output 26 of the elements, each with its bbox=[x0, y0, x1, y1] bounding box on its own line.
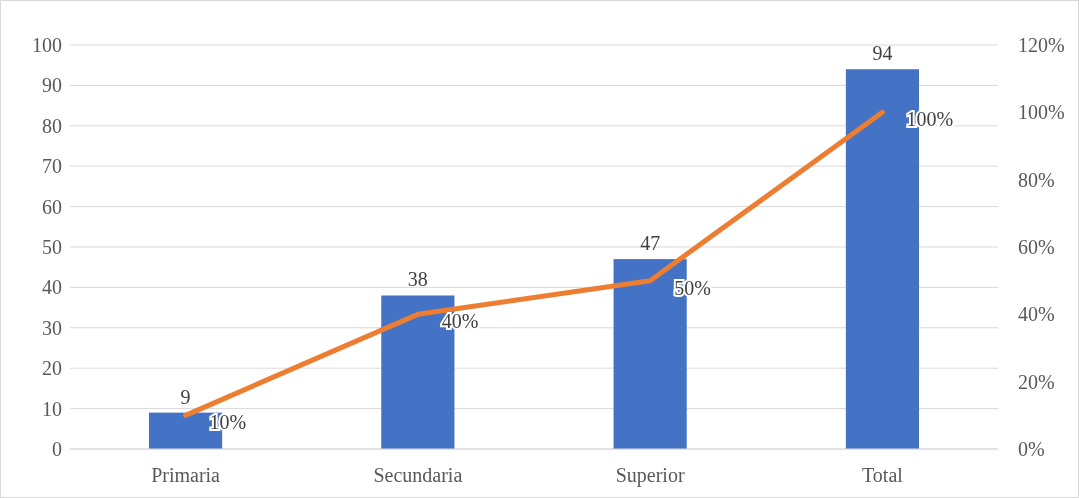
data-label: 47 bbox=[640, 232, 661, 255]
y-tick-label: 20 bbox=[42, 357, 62, 380]
y-tick-label: 70 bbox=[42, 155, 62, 178]
y2-tick-label: 20% bbox=[1018, 370, 1055, 393]
x-tick-label: Superior bbox=[615, 464, 685, 487]
y2-tick-label: 120% bbox=[1018, 34, 1065, 56]
y-tick-label: 100 bbox=[32, 34, 62, 56]
data-label: 94 bbox=[872, 42, 893, 65]
y-tick-label: 80 bbox=[42, 114, 62, 137]
data-label: 38 bbox=[407, 268, 428, 291]
y-tick-label: 0 bbox=[52, 438, 62, 460]
y-tick-label: 40 bbox=[42, 276, 62, 299]
y2-tick-label: 80% bbox=[1018, 168, 1055, 191]
data-label: 9 bbox=[180, 385, 191, 408]
y2-tick-label: 100% bbox=[1018, 101, 1065, 124]
y2-tick-label: 60% bbox=[1018, 236, 1055, 258]
y-tick-label: 30 bbox=[42, 316, 62, 339]
y2-tick-label: 40% bbox=[1018, 303, 1055, 326]
y-tick-label: 60 bbox=[42, 195, 62, 218]
x-tick-label: Primaria bbox=[151, 464, 221, 486]
y-tick-label: 10 bbox=[42, 397, 62, 420]
y2-tick-label: 0% bbox=[1018, 438, 1045, 460]
x-tick-label: Secundaria bbox=[373, 464, 463, 486]
x-tick-label: Total bbox=[862, 464, 904, 486]
y-tick-label: 50 bbox=[42, 236, 62, 258]
y-tick-label: 90 bbox=[42, 74, 62, 97]
